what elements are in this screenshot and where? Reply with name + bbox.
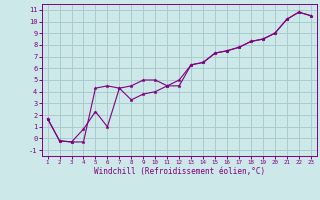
- X-axis label: Windchill (Refroidissement éolien,°C): Windchill (Refroidissement éolien,°C): [94, 167, 265, 176]
